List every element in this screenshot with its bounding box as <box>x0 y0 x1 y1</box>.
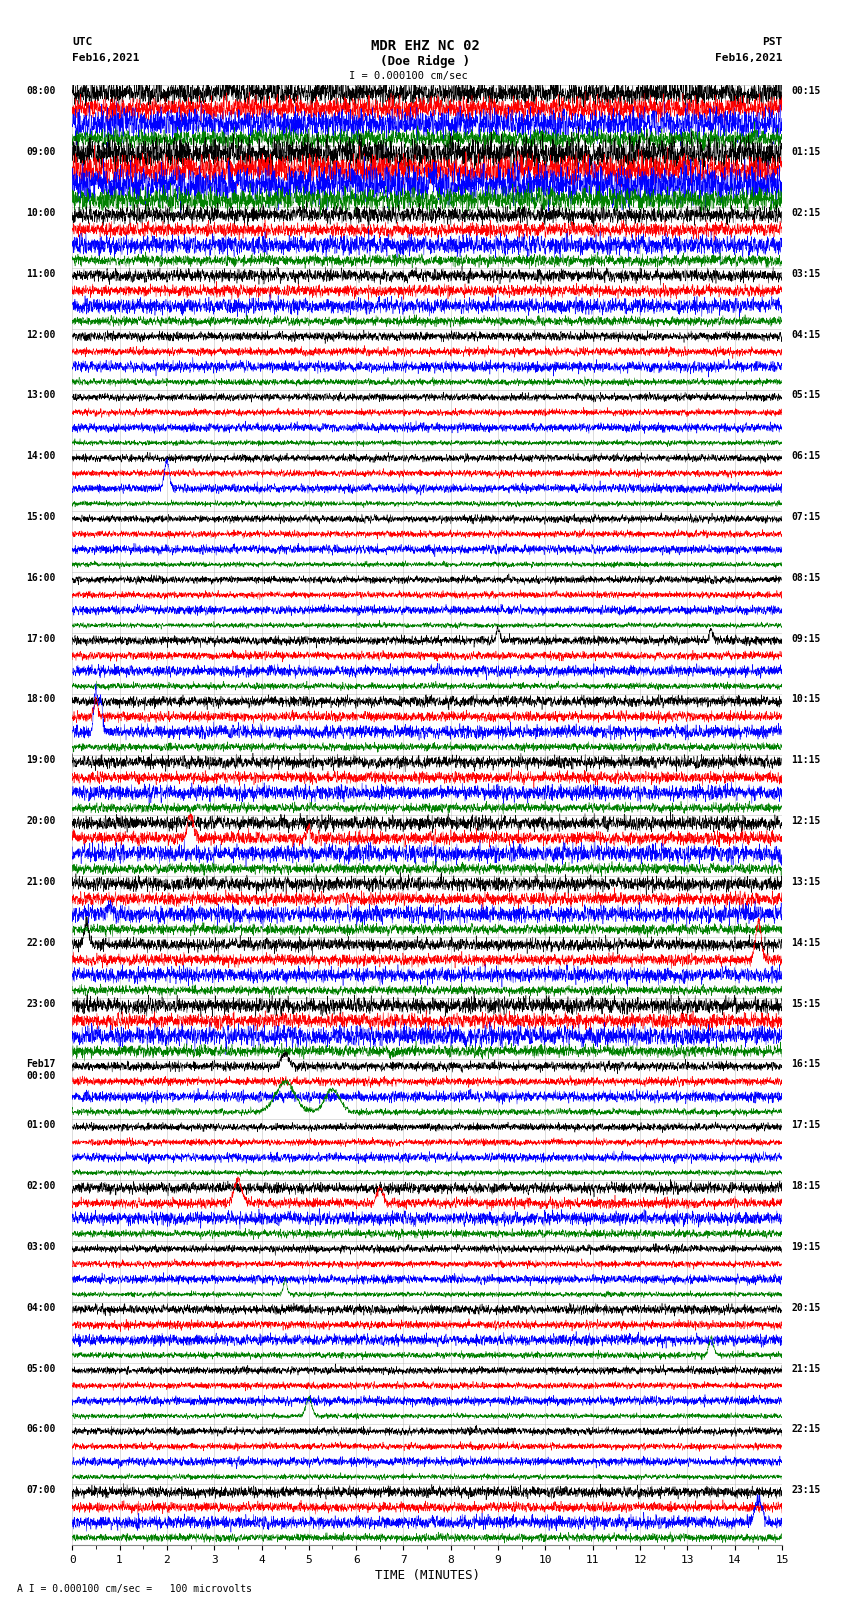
Text: 19:00: 19:00 <box>26 755 56 765</box>
Text: 06:15: 06:15 <box>791 452 821 461</box>
Text: 08:00: 08:00 <box>26 85 56 97</box>
Text: 02:00: 02:00 <box>26 1181 56 1190</box>
Text: 15:15: 15:15 <box>791 998 821 1008</box>
Text: 19:15: 19:15 <box>791 1242 821 1252</box>
Text: 12:00: 12:00 <box>26 329 56 340</box>
Text: 07:00: 07:00 <box>26 1486 56 1495</box>
Text: 14:00: 14:00 <box>26 452 56 461</box>
Text: 22:15: 22:15 <box>791 1424 821 1434</box>
Text: UTC: UTC <box>72 37 93 47</box>
Text: 23:00: 23:00 <box>26 998 56 1008</box>
Text: Feb17
00:00: Feb17 00:00 <box>26 1060 56 1081</box>
Text: 21:00: 21:00 <box>26 877 56 887</box>
Text: 01:15: 01:15 <box>791 147 821 156</box>
Text: 23:15: 23:15 <box>791 1486 821 1495</box>
Text: 03:00: 03:00 <box>26 1242 56 1252</box>
Text: 15:00: 15:00 <box>26 511 56 523</box>
Text: (Doe Ridge ): (Doe Ridge ) <box>380 55 470 68</box>
Text: 02:15: 02:15 <box>791 208 821 218</box>
Text: MDR EHZ NC 02: MDR EHZ NC 02 <box>371 39 479 53</box>
Text: 04:00: 04:00 <box>26 1303 56 1313</box>
Text: 20:15: 20:15 <box>791 1303 821 1313</box>
Text: 13:00: 13:00 <box>26 390 56 400</box>
Text: 07:15: 07:15 <box>791 511 821 523</box>
Text: 17:00: 17:00 <box>26 634 56 644</box>
Text: 05:00: 05:00 <box>26 1363 56 1374</box>
Text: 17:15: 17:15 <box>791 1121 821 1131</box>
Text: I = 0.000100 cm/sec: I = 0.000100 cm/sec <box>348 71 468 81</box>
Text: 05:15: 05:15 <box>791 390 821 400</box>
Text: 13:15: 13:15 <box>791 877 821 887</box>
Text: 10:15: 10:15 <box>791 695 821 705</box>
Text: 08:15: 08:15 <box>791 573 821 582</box>
Text: 11:00: 11:00 <box>26 269 56 279</box>
Text: 22:00: 22:00 <box>26 937 56 948</box>
Text: 01:00: 01:00 <box>26 1121 56 1131</box>
Text: Feb16,2021: Feb16,2021 <box>715 53 782 63</box>
Text: 18:00: 18:00 <box>26 695 56 705</box>
Text: 14:15: 14:15 <box>791 937 821 948</box>
Text: 04:15: 04:15 <box>791 329 821 340</box>
Text: PST: PST <box>762 37 782 47</box>
Text: 06:00: 06:00 <box>26 1424 56 1434</box>
Text: 03:15: 03:15 <box>791 269 821 279</box>
Text: Feb16,2021: Feb16,2021 <box>72 53 139 63</box>
Text: A I = 0.000100 cm/sec =   100 microvolts: A I = 0.000100 cm/sec = 100 microvolts <box>17 1584 252 1594</box>
Text: 09:00: 09:00 <box>26 147 56 156</box>
Text: 12:15: 12:15 <box>791 816 821 826</box>
Text: 18:15: 18:15 <box>791 1181 821 1190</box>
X-axis label: TIME (MINUTES): TIME (MINUTES) <box>375 1569 479 1582</box>
Text: 11:15: 11:15 <box>791 755 821 765</box>
Text: 21:15: 21:15 <box>791 1363 821 1374</box>
Text: 09:15: 09:15 <box>791 634 821 644</box>
Text: 10:00: 10:00 <box>26 208 56 218</box>
Text: 16:00: 16:00 <box>26 573 56 582</box>
Text: 16:15: 16:15 <box>791 1060 821 1069</box>
Text: 20:00: 20:00 <box>26 816 56 826</box>
Text: 00:15: 00:15 <box>791 85 821 97</box>
